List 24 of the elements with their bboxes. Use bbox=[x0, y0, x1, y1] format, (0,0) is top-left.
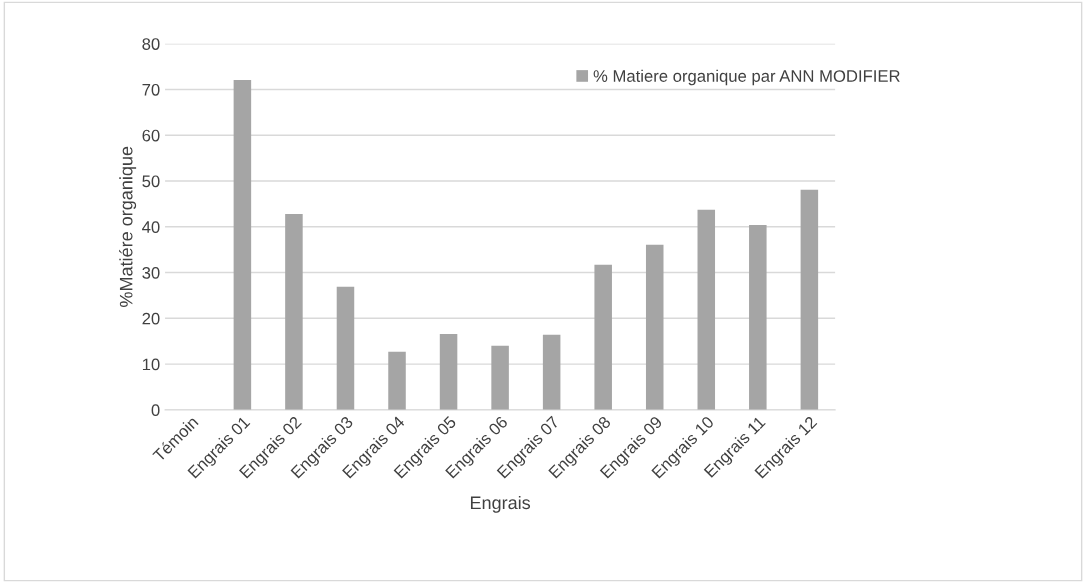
y-tick-label: 50 bbox=[142, 175, 160, 188]
y-axis-title: %Matiére organique bbox=[119, 146, 137, 307]
y-tick-label: 10 bbox=[142, 358, 160, 371]
y-tick-label: 60 bbox=[142, 129, 160, 142]
bar bbox=[388, 351, 406, 410]
bar bbox=[800, 189, 819, 410]
bar bbox=[285, 213, 303, 410]
y-tick-label: 20 bbox=[142, 312, 160, 325]
y-tick-label: 70 bbox=[142, 83, 160, 96]
legend-label: % Matiere organique par ANN MODIFIER bbox=[593, 69, 900, 86]
y-tick-label: 40 bbox=[142, 221, 160, 233]
bar bbox=[233, 79, 252, 410]
bar bbox=[336, 286, 355, 410]
bar bbox=[645, 244, 664, 410]
y-tick-label: 80 bbox=[142, 38, 160, 50]
bar bbox=[491, 345, 509, 410]
y-tick-label: 0 bbox=[151, 404, 160, 417]
x-axis-title: Engrais bbox=[470, 495, 531, 513]
bar bbox=[542, 334, 561, 410]
bar bbox=[697, 209, 716, 410]
bar bbox=[594, 264, 612, 410]
bar bbox=[439, 333, 458, 410]
bar bbox=[749, 224, 767, 410]
y-tick-label: 30 bbox=[142, 266, 160, 279]
